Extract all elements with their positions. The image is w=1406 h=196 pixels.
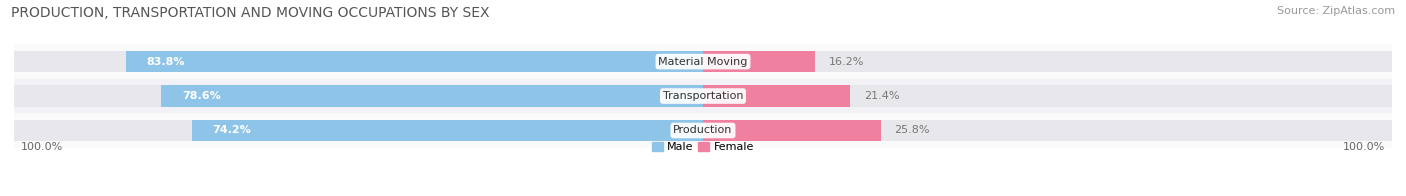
Bar xyxy=(14,113,1392,148)
Text: PRODUCTION, TRANSPORTATION AND MOVING OCCUPATIONS BY SEX: PRODUCTION, TRANSPORTATION AND MOVING OC… xyxy=(11,6,489,20)
Text: Production: Production xyxy=(673,125,733,135)
Bar xyxy=(14,85,1392,107)
Text: 21.4%: 21.4% xyxy=(865,91,900,101)
Text: 16.2%: 16.2% xyxy=(828,57,863,67)
Text: 25.8%: 25.8% xyxy=(894,125,929,135)
Text: 100.0%: 100.0% xyxy=(1343,142,1385,152)
Text: 83.8%: 83.8% xyxy=(146,57,184,67)
Text: Material Moving: Material Moving xyxy=(658,57,748,67)
Bar xyxy=(162,85,703,107)
Text: 100.0%: 100.0% xyxy=(21,142,63,152)
Bar xyxy=(191,120,703,141)
Legend: Male, Female: Male, Female xyxy=(647,137,759,156)
Text: 74.2%: 74.2% xyxy=(212,125,252,135)
Text: Source: ZipAtlas.com: Source: ZipAtlas.com xyxy=(1277,6,1395,16)
Bar xyxy=(703,85,851,107)
Bar xyxy=(14,79,1392,113)
Bar xyxy=(703,51,814,72)
Bar xyxy=(14,51,1392,72)
Bar xyxy=(125,51,703,72)
Bar xyxy=(14,120,1392,141)
Text: Transportation: Transportation xyxy=(662,91,744,101)
Bar xyxy=(703,120,880,141)
Text: 78.6%: 78.6% xyxy=(183,91,221,101)
Bar xyxy=(14,44,1392,79)
